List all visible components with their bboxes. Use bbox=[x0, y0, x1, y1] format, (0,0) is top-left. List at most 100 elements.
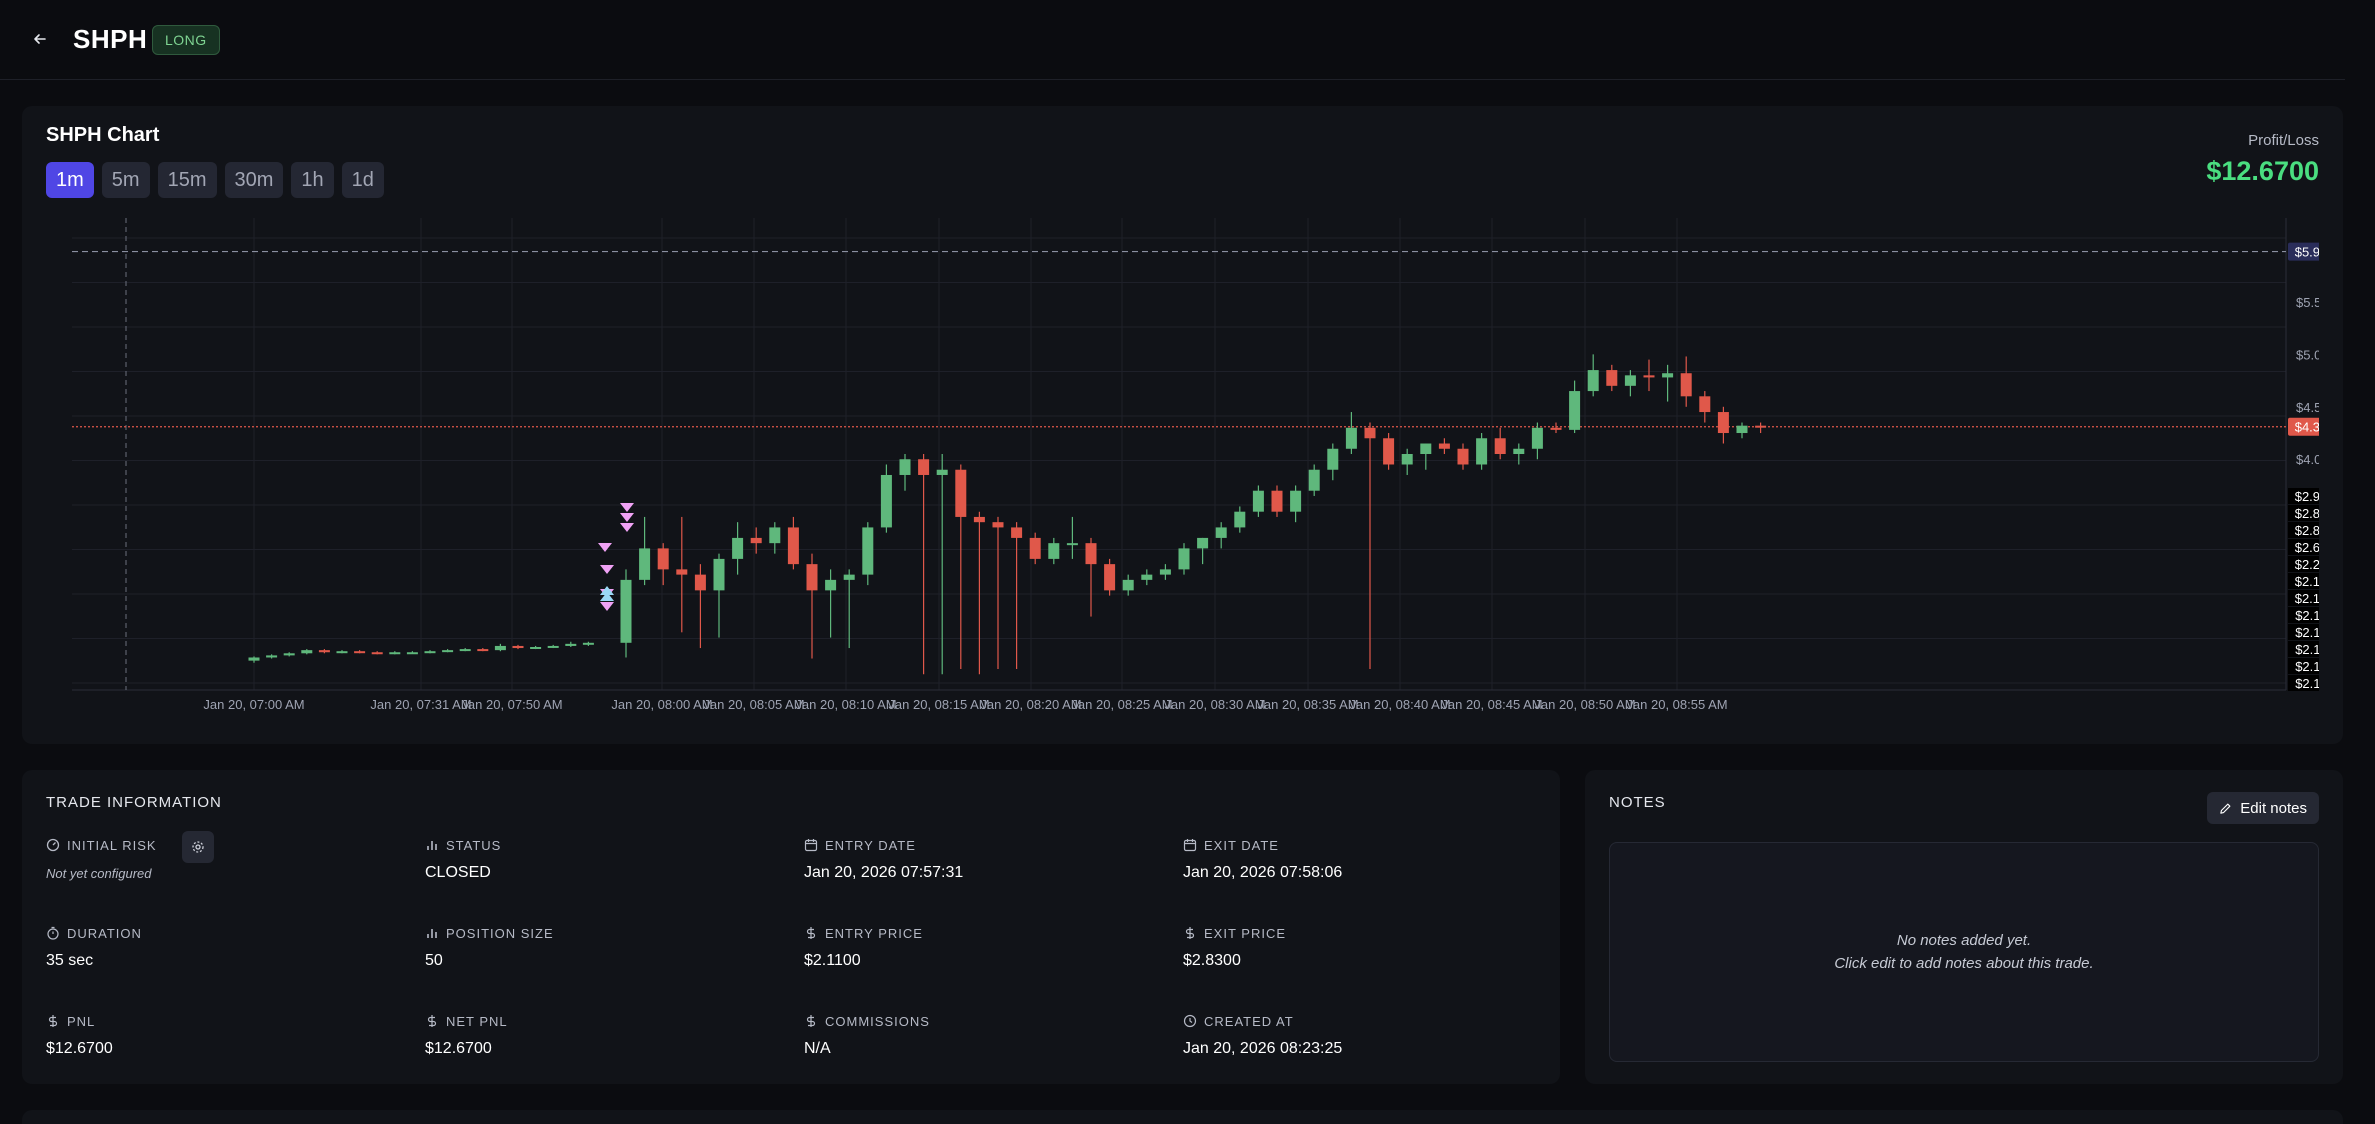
candle-body bbox=[1531, 427, 1543, 449]
candle-body bbox=[1587, 370, 1599, 392]
configure-risk-button[interactable] bbox=[182, 831, 214, 863]
notes-area[interactable]: No notes added yet. Click edit to add no… bbox=[1609, 842, 2319, 1062]
candle bbox=[1717, 406, 1729, 444]
field-label-text: DURATION bbox=[67, 925, 142, 941]
candle bbox=[1494, 427, 1506, 460]
candle bbox=[1438, 438, 1450, 454]
field-label-text: ENTRY DATE bbox=[825, 837, 916, 853]
notes-title: NOTES bbox=[1609, 794, 1666, 811]
marker-label-bg bbox=[2288, 539, 2319, 555]
x-tick-label: Jan 20, 08:20 AM bbox=[980, 697, 1081, 712]
candle-body bbox=[918, 459, 930, 475]
candle bbox=[918, 454, 930, 675]
chart-card: SHPH Chart 1m 5m 15m 30m 1h 1d Profit/Lo… bbox=[22, 106, 2343, 744]
candle-body bbox=[1717, 412, 1729, 434]
gear-icon bbox=[192, 841, 204, 853]
marker-label: $2.95 bbox=[2295, 489, 2319, 504]
candle bbox=[354, 650, 366, 654]
marker-label-bg bbox=[2288, 505, 2319, 521]
candle-body bbox=[806, 564, 818, 591]
field-label-text: COMMISSIONS bbox=[825, 1013, 930, 1029]
x-tick-label: Jan 20, 08:15 AM bbox=[888, 697, 989, 712]
candle bbox=[992, 516, 1004, 670]
candlestick-chart[interactable]: $5.98$4.31$5.50$5.00$4.50$4.00$3.50$2.95… bbox=[46, 218, 2319, 723]
field-initial-risk: INITIAL RISK Not yet configured bbox=[46, 831, 406, 881]
candle-body bbox=[880, 474, 892, 528]
x-tick-label: Jan 20, 07:31 AM bbox=[370, 697, 471, 712]
candle bbox=[1234, 506, 1246, 533]
field-status: STATUS CLOSED bbox=[425, 836, 785, 882]
candle-body bbox=[936, 469, 948, 475]
timeframe-5m[interactable]: 5m bbox=[101, 162, 150, 198]
calendar-icon bbox=[804, 839, 818, 852]
candle-body bbox=[1215, 527, 1227, 538]
y-axis: $5.98$4.31$5.50$5.00$4.50$4.00$3.50$2.95… bbox=[2288, 242, 2319, 691]
candle-body bbox=[1290, 490, 1302, 512]
candle-body bbox=[442, 650, 454, 653]
timeframe-30m[interactable]: 30m bbox=[224, 162, 284, 198]
edit-notes-button[interactable]: Edit notes bbox=[2207, 792, 2319, 824]
candle bbox=[880, 464, 892, 533]
candle bbox=[825, 569, 837, 638]
candle bbox=[732, 522, 744, 575]
timeframe-1h[interactable]: 1h bbox=[291, 162, 334, 198]
calendar-icon bbox=[1183, 839, 1197, 852]
buy-marker bbox=[600, 586, 614, 595]
candle-body bbox=[843, 574, 855, 580]
candle bbox=[547, 644, 559, 649]
candle-body bbox=[713, 558, 725, 591]
timeframe-1d[interactable]: 1d bbox=[341, 162, 384, 198]
candle bbox=[1420, 443, 1432, 470]
x-tick-label: Jan 20, 08:45 AM bbox=[1441, 697, 1542, 712]
candle bbox=[1680, 356, 1692, 407]
candle-body bbox=[620, 579, 632, 643]
back-button[interactable] bbox=[28, 27, 52, 51]
pencil-icon bbox=[2220, 803, 2231, 814]
notes-card: NOTES Edit notes No notes added yet. Cli… bbox=[1585, 770, 2343, 1084]
candle-body bbox=[955, 469, 967, 517]
candle bbox=[1606, 364, 1618, 392]
candle bbox=[283, 652, 295, 657]
candle bbox=[769, 522, 781, 554]
candle bbox=[582, 641, 594, 646]
candle bbox=[477, 648, 489, 652]
candle-body bbox=[301, 650, 313, 654]
field-value: Jan 20, 2026 08:23:25 bbox=[1183, 1040, 1343, 1057]
candle bbox=[1569, 380, 1581, 434]
candle-body bbox=[769, 527, 781, 544]
candle-body bbox=[459, 649, 471, 652]
candle-body bbox=[1066, 543, 1078, 546]
candle-body bbox=[565, 643, 577, 646]
field-label-text: INITIAL RISK bbox=[67, 837, 157, 853]
candle bbox=[1178, 543, 1190, 575]
x-tick-label: Jan 20, 08:30 AM bbox=[1164, 697, 1265, 712]
timeframe-15m[interactable]: 15m bbox=[157, 162, 217, 198]
candle-body bbox=[512, 645, 524, 649]
sell-marker bbox=[598, 543, 612, 552]
candle-body bbox=[1252, 490, 1264, 512]
candle-body bbox=[336, 651, 348, 654]
timeframe-1m[interactable]: 1m bbox=[46, 162, 94, 198]
candle-body bbox=[1234, 511, 1246, 528]
y-tick-label: $4.50 bbox=[2296, 400, 2319, 415]
y-tick-label: $5.00 bbox=[2296, 347, 2319, 362]
marker-label: $2.11 bbox=[2295, 625, 2319, 640]
candle-body bbox=[1345, 427, 1357, 449]
candle-body bbox=[1606, 370, 1618, 386]
marker-label: $2.11 bbox=[2295, 608, 2319, 623]
candle-body bbox=[530, 646, 542, 649]
marker-label-bg bbox=[2288, 556, 2319, 572]
next-section-card bbox=[22, 1110, 2343, 1124]
candle bbox=[1550, 422, 1562, 434]
field-pnl: PNL $12.6700 bbox=[46, 1012, 406, 1058]
candle bbox=[1401, 448, 1413, 475]
field-value: Not yet configured bbox=[46, 866, 152, 881]
sell-marker bbox=[600, 565, 614, 574]
candle bbox=[862, 522, 874, 586]
notes-empty-line1: No notes added yet. bbox=[1896, 932, 2032, 949]
side-badge: LONG bbox=[152, 25, 220, 55]
candle bbox=[973, 511, 985, 675]
candle-body bbox=[547, 645, 559, 648]
candle bbox=[442, 649, 454, 653]
candle-body bbox=[1271, 490, 1283, 512]
